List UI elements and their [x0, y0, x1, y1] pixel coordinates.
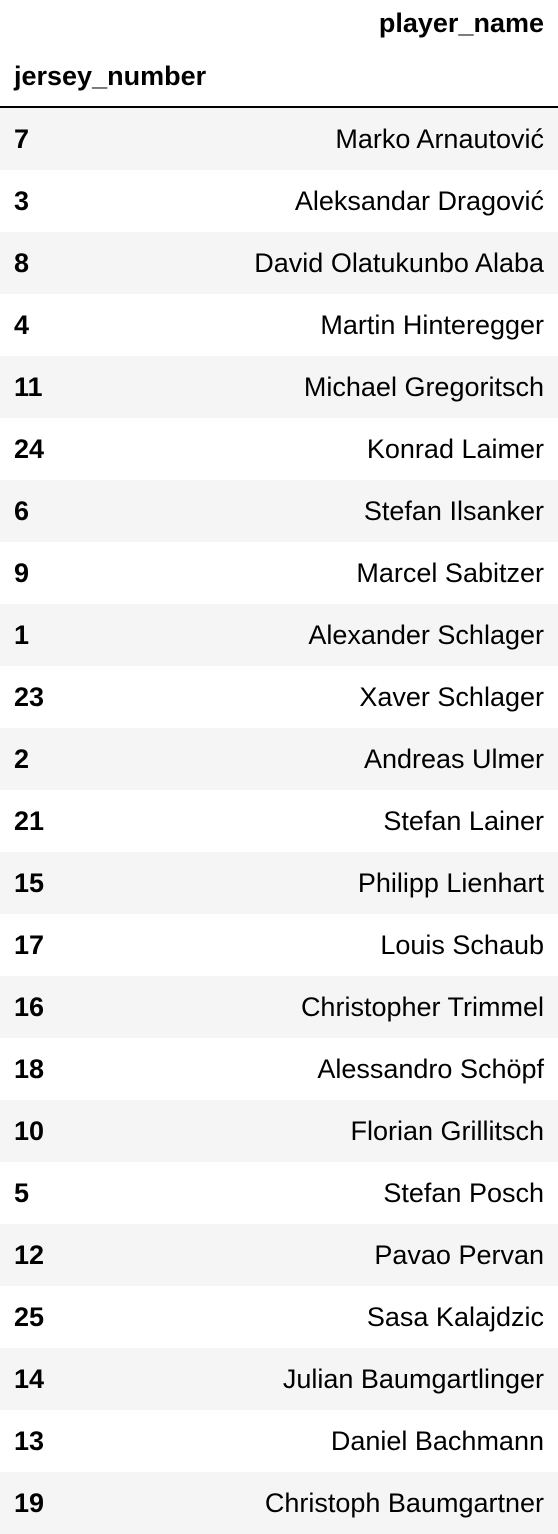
table-row: 4 Martin Hinteregger: [0, 294, 558, 356]
jersey-number-cell: 2: [14, 743, 30, 774]
column-header-row: player_name: [0, 0, 558, 46]
player-name-cell: Alessandro Schöpf: [317, 1053, 544, 1084]
jersey-number-cell: 3: [14, 185, 30, 216]
jersey-number-cell: 10: [14, 1115, 45, 1146]
player-name-cell: Christopher Trimmel: [300, 991, 544, 1022]
player-name-cell: Aleksandar Dragović: [294, 185, 544, 216]
table-row: 17 Louis Schaub: [0, 914, 558, 976]
player-name-cell: Philipp Lienhart: [357, 867, 544, 898]
player-name-cell: Konrad Laimer: [366, 433, 544, 464]
table-row: 2 Andreas Ulmer: [0, 728, 558, 790]
table-row: 16 Christopher Trimmel: [0, 976, 558, 1038]
index-name-jersey-number: jersey_number: [0, 46, 230, 108]
player-name-cell: Stefan Posch: [383, 1177, 544, 1208]
player-name-cell: Andreas Ulmer: [363, 743, 544, 774]
jersey-number-cell: 4: [14, 309, 30, 340]
jersey-number-cell: 9: [14, 557, 30, 588]
column-header-player-name: player_name: [378, 7, 544, 38]
table-row: 3 Aleksandar Dragović: [0, 170, 558, 232]
jersey-number-cell: 16: [14, 991, 45, 1022]
player-name-cell: Christoph Baumgartner: [264, 1487, 544, 1518]
table-row: 7 Marko Arnautović: [0, 107, 558, 170]
jersey-number-cell: 21: [14, 805, 45, 836]
table-body: 7 Marko Arnautović 3 Aleksandar Dragović 8 Da…: [0, 107, 558, 1534]
jersey-number-cell: 6: [14, 495, 30, 526]
player-name-cell: Marko Arnautović: [335, 123, 544, 154]
player-name-cell: Michael Gregoritsch: [303, 371, 544, 402]
player-name-cell: Xaver Schlager: [359, 681, 544, 712]
jersey-number-cell: 5: [14, 1177, 30, 1208]
player-name-cell: Florian Grillitsch: [350, 1115, 544, 1146]
player-name-cell: Stefan Ilsanker: [363, 495, 544, 526]
jersey-number-cell: 14: [14, 1363, 45, 1394]
table-row: 12 Pavao Pervan: [0, 1224, 558, 1286]
table-row: 8 David Olatukunbo Alaba: [0, 232, 558, 294]
jersey-number-cell: 17: [14, 929, 45, 960]
jersey-number-cell: 15: [14, 867, 45, 898]
table-row: 24 Konrad Laimer: [0, 418, 558, 480]
table-row: 23 Xaver Schlager: [0, 666, 558, 728]
jersey-number-cell: 23: [14, 681, 45, 712]
player-name-cell: Sasa Kalajdzic: [366, 1301, 544, 1332]
table-row: 25 Sasa Kalajdzic: [0, 1286, 558, 1348]
jersey-number-cell: 18: [14, 1053, 45, 1084]
table-row: 14 Julian Baumgartlinger: [0, 1348, 558, 1410]
jersey-number-cell: 13: [14, 1425, 45, 1456]
table-row: 1 Alexander Schlager: [0, 604, 558, 666]
player-name-cell: Julian Baumgartlinger: [282, 1363, 544, 1394]
index-name-row: jersey_number: [0, 46, 558, 108]
player-name-cell: David Olatukunbo Alaba: [254, 247, 544, 278]
player-name-cell: Stefan Lainer: [383, 805, 544, 836]
player-name-cell: Louis Schaub: [380, 929, 544, 960]
player-name-cell: Martin Hinteregger: [320, 309, 544, 340]
table-row: 5 Stefan Posch: [0, 1162, 558, 1224]
table-row: 6 Stefan Ilsanker: [0, 480, 558, 542]
table-row: 21 Stefan Lainer: [0, 790, 558, 852]
player-name-cell: Alexander Schlager: [308, 619, 544, 650]
jersey-number-cell: 8: [14, 247, 30, 278]
table-header: player_name jersey_number: [0, 0, 558, 108]
jersey-number-cell: 7: [14, 123, 30, 154]
player-name-cell: Pavao Pervan: [374, 1239, 544, 1270]
table-row: 19 Christoph Baumgartner: [0, 1472, 558, 1534]
player-name-cell: Daniel Bachmann: [330, 1425, 544, 1456]
index-header-blank: [0, 0, 230, 46]
table-row: 13 Daniel Bachmann: [0, 1410, 558, 1472]
table-row: 11 Michael Gregoritsch: [0, 356, 558, 418]
index-name-blank: [230, 46, 558, 108]
table-row: 10 Florian Grillitsch: [0, 1100, 558, 1162]
jersey-number-cell: 19: [14, 1487, 45, 1518]
table-row: 9 Marcel Sabitzer: [0, 542, 558, 604]
jersey-number-cell: 11: [14, 371, 43, 402]
player-name-cell: Marcel Sabitzer: [356, 557, 544, 588]
jersey-number-cell: 12: [14, 1239, 45, 1270]
jersey-number-cell: 24: [14, 433, 45, 464]
table-row: 18 Alessandro Schöpf: [0, 1038, 558, 1100]
table-row: 15 Philipp Lienhart: [0, 852, 558, 914]
jersey-number-cell: 1: [14, 619, 30, 650]
jersey-number-cell: 25: [14, 1301, 45, 1332]
